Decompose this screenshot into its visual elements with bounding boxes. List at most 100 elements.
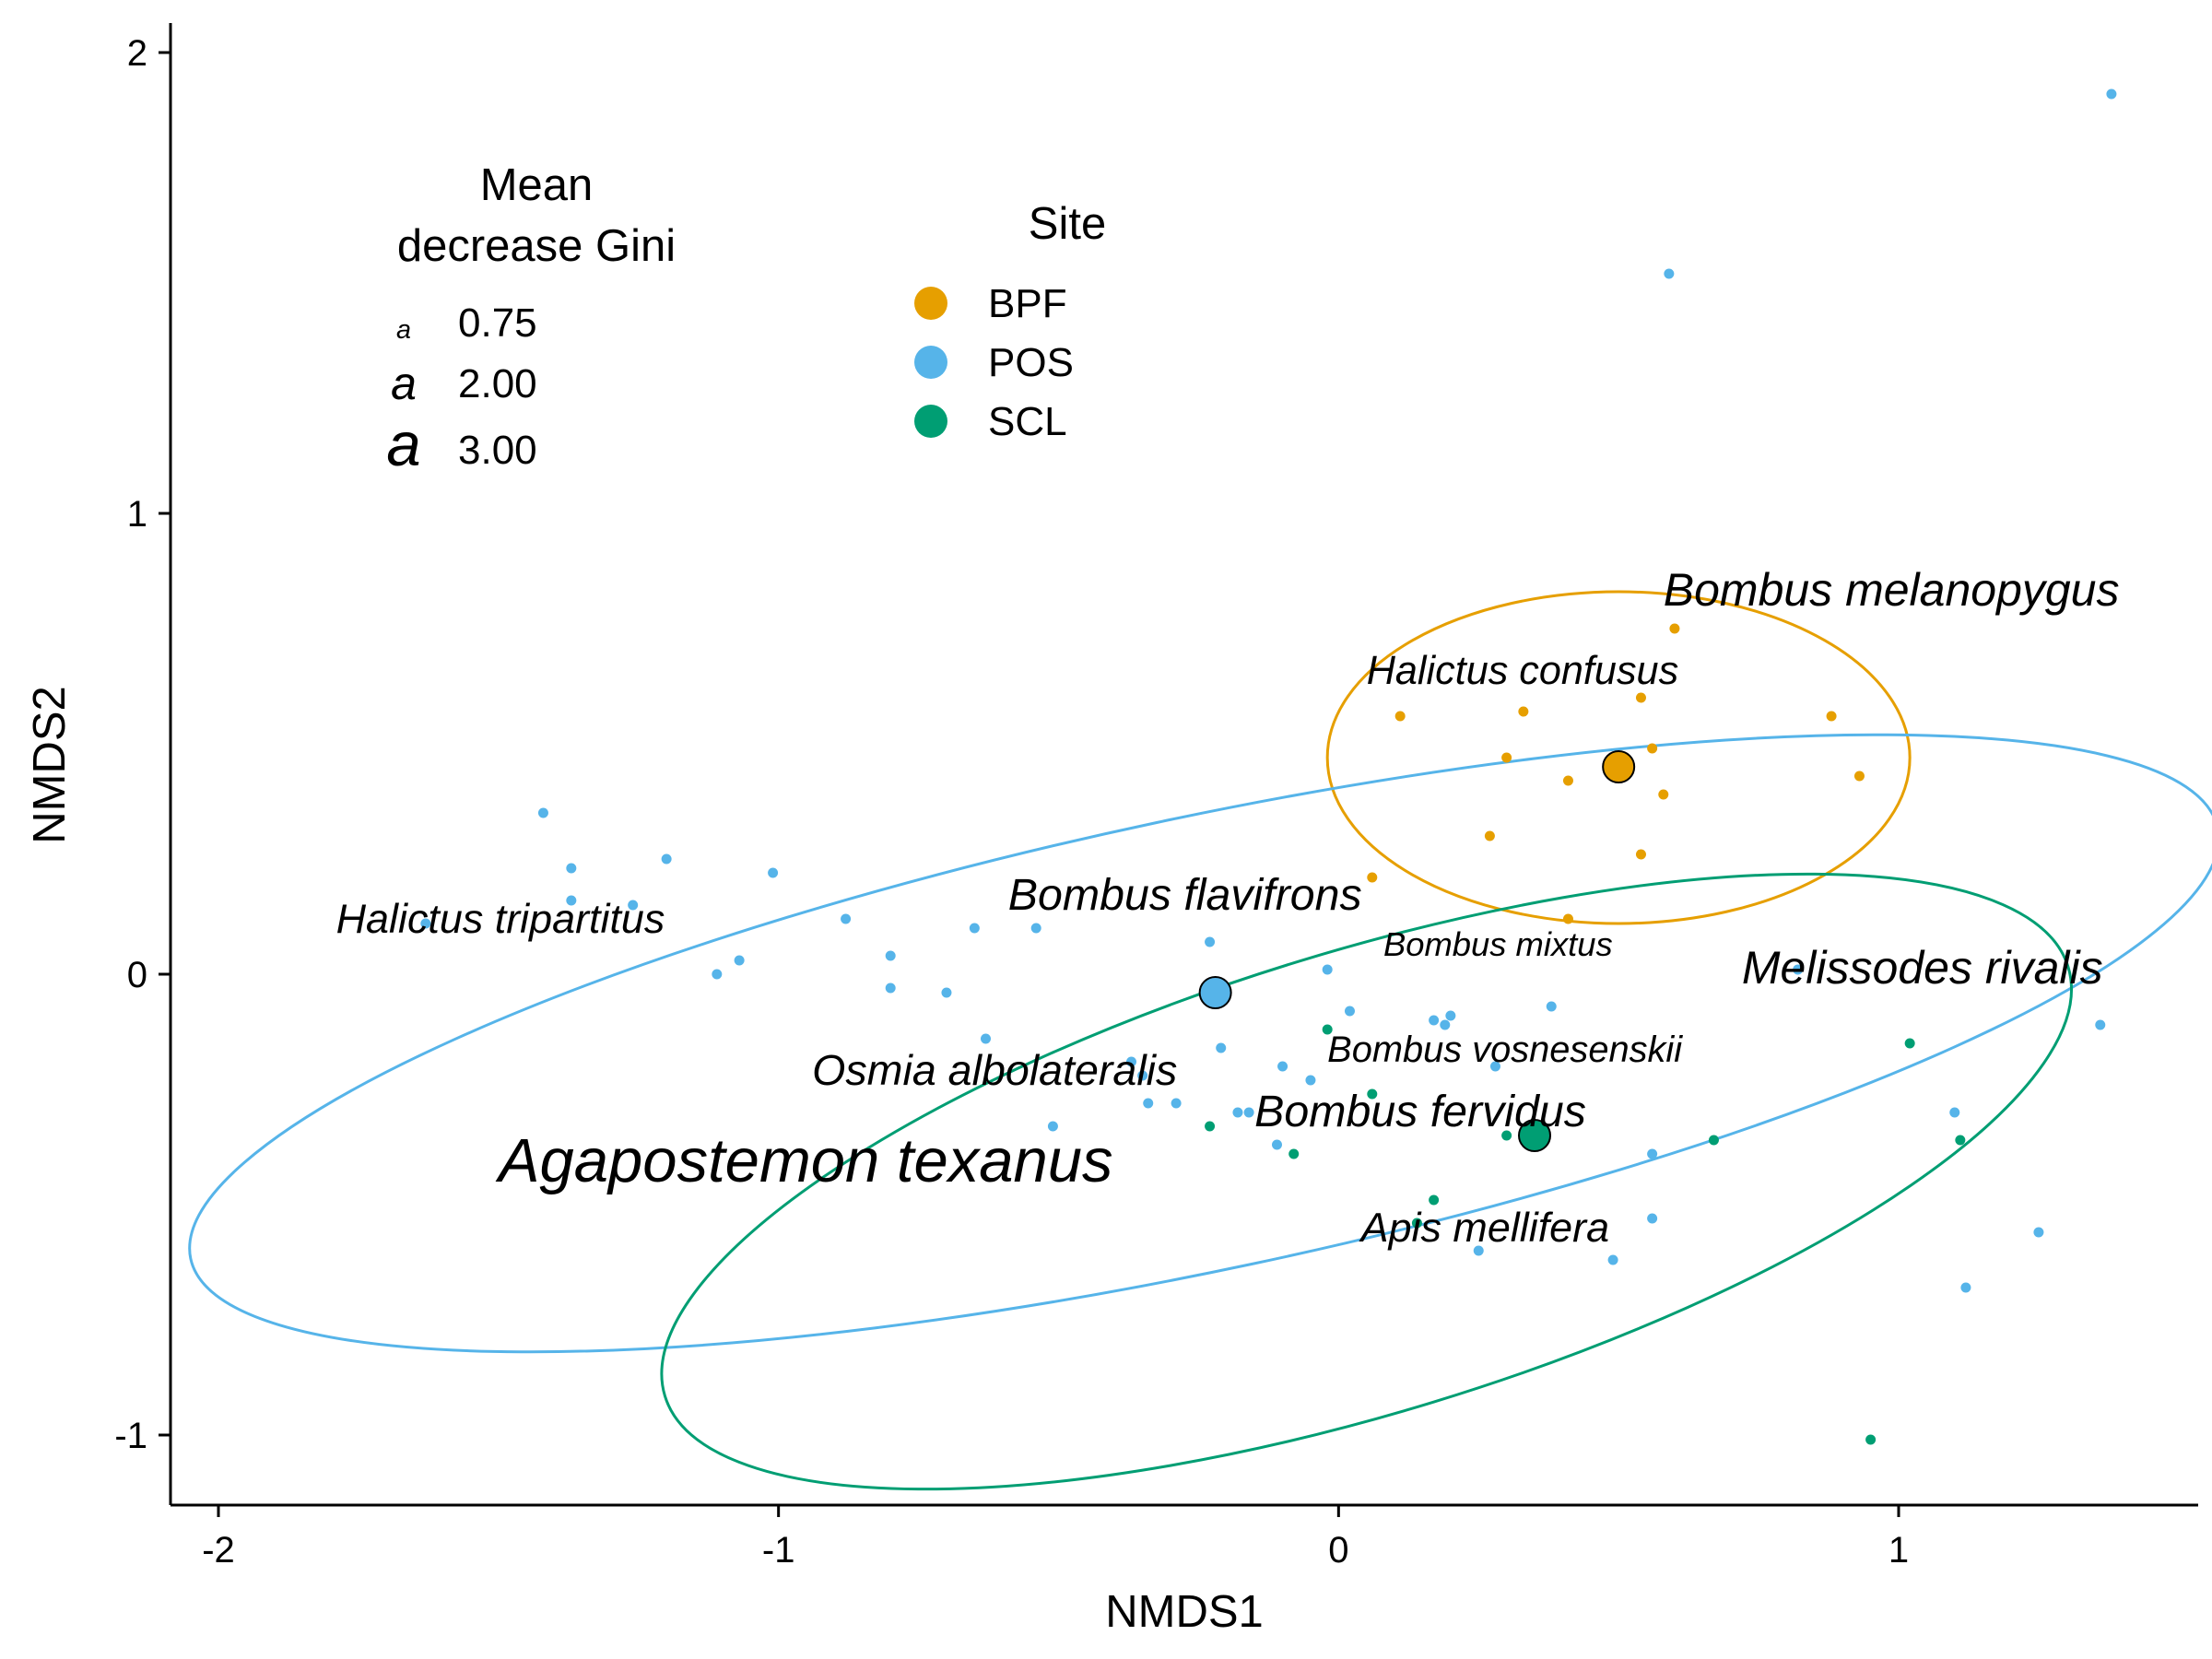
size-legend-glyph: a (386, 410, 420, 479)
centroid-pos (1198, 976, 1232, 1009)
point-bpf (1635, 849, 1646, 860)
point-bpf (1394, 711, 1406, 722)
point-pos (661, 853, 672, 865)
point-pos (1607, 1254, 1618, 1265)
point-pos (941, 987, 952, 998)
point-scl (1955, 1135, 1966, 1146)
point-scl (1322, 1024, 1333, 1035)
centroid-scl (1518, 1119, 1552, 1152)
point-bpf (1635, 692, 1646, 703)
point-pos (1143, 1098, 1154, 1109)
point-pos (1429, 1015, 1440, 1026)
point-pos (1647, 1148, 1658, 1159)
point-pos (841, 913, 852, 924)
point-scl (1429, 1194, 1440, 1206)
point-pos (1243, 1107, 1254, 1118)
site-legend-swatch-scl (914, 405, 947, 438)
y-tick-label: 1 (127, 494, 147, 535)
species-label: Agapostemon texanus (495, 1126, 1113, 1195)
size-legend-title-line1: Mean (480, 160, 594, 210)
species-label: Bombus melanopygus (1664, 564, 2120, 616)
point-pos (1305, 1075, 1316, 1086)
point-pos (2095, 1019, 2106, 1030)
point-pos (628, 900, 639, 911)
point-bpf (1853, 771, 1865, 782)
point-pos (969, 923, 980, 934)
point-pos (1664, 268, 1675, 279)
ellipse-bpf (1325, 590, 1912, 925)
site-legend-swatch-bpf (914, 287, 947, 320)
point-pos (1205, 936, 1216, 947)
point-pos (1489, 1061, 1500, 1072)
site-legend-label: SCL (988, 399, 1067, 444)
point-scl (1904, 1038, 1915, 1049)
size-legend-glyph: a (396, 315, 411, 345)
point-pos (1647, 1213, 1658, 1224)
x-axis-title: NMDS1 (1105, 1587, 1264, 1637)
point-pos (712, 969, 723, 980)
point-pos (734, 955, 745, 966)
axes (169, 23, 2198, 1507)
centroid-bpf (1602, 750, 1636, 783)
ellipse-pos (188, 733, 2212, 1354)
x-tick-label: -1 (762, 1530, 795, 1571)
point-pos (768, 867, 779, 878)
size-legend-label: 3.00 (458, 428, 537, 473)
point-bpf (1658, 789, 1669, 800)
point-pos (1322, 964, 1333, 975)
point-scl (1288, 1148, 1300, 1159)
point-pos (1440, 1019, 1451, 1030)
species-label: Bombus mixtus (1383, 925, 1613, 963)
size-legend-label: 0.75 (458, 300, 537, 346)
ellipse-scl (660, 872, 2073, 1491)
point-pos (1030, 923, 1041, 934)
y-tick-label: 0 (127, 955, 147, 995)
size-legend-glyph: a (391, 358, 417, 409)
point-pos (537, 807, 548, 818)
confidence-ellipses (188, 590, 2212, 1491)
point-pos (1445, 1010, 1456, 1021)
x-tick-label: 0 (1328, 1530, 1348, 1571)
x-ticks: -2 -1 0 1 (202, 1505, 1909, 1571)
point-pos (981, 1033, 992, 1044)
point-bpf (1501, 752, 1512, 763)
point-scl (1205, 1121, 1216, 1132)
y-ticks: -1 0 1 2 (114, 33, 171, 1456)
point-bpf (1562, 775, 1573, 786)
size-legend-title-line2: decrease Gini (397, 221, 676, 271)
data-points (420, 88, 2117, 1445)
point-pos (1216, 1042, 1227, 1053)
species-label: Osmia albolateralis (812, 1046, 1177, 1094)
point-pos (885, 982, 896, 994)
species-label: Bombus fervidus (1254, 1087, 1586, 1136)
species-label: Melissodes rivalis (1742, 942, 2103, 994)
species-label: Halictus confusus (1367, 649, 1678, 693)
y-tick-label: -1 (114, 1416, 147, 1456)
species-label: Halictus tripartitus (336, 895, 665, 942)
species-label: Bombus vosnesenskii (1327, 1030, 1683, 1070)
point-pos (1949, 1107, 1960, 1118)
site-legend-label: POS (988, 340, 1074, 385)
point-pos (420, 918, 431, 929)
species-labels: Bombus melanopygus Halictus confusus Halic… (336, 564, 2120, 1251)
point-scl (1501, 1130, 1512, 1141)
x-tick-label: 1 (1888, 1530, 1909, 1571)
site-legend-label: BPF (988, 281, 1067, 326)
point-pos (885, 950, 896, 961)
y-tick-label: 2 (127, 33, 147, 74)
point-bpf (1367, 872, 1378, 883)
point-pos (566, 895, 577, 906)
point-pos (1125, 1056, 1136, 1067)
point-pos (1277, 1061, 1288, 1072)
point-bpf (1562, 913, 1573, 924)
point-bpf (1484, 830, 1495, 841)
point-pos (1546, 1001, 1557, 1012)
size-legend: Mean decrease Gini a 0.75 a 2.00 a 3.00 (386, 160, 676, 479)
point-bpf (1647, 743, 1658, 754)
point-bpf (1518, 706, 1529, 717)
site-legend: Site BPF POS SCL (914, 199, 1106, 444)
y-axis-title: NMDS2 (25, 686, 75, 844)
point-scl (1865, 1434, 1877, 1445)
point-bpf (1826, 711, 1837, 722)
